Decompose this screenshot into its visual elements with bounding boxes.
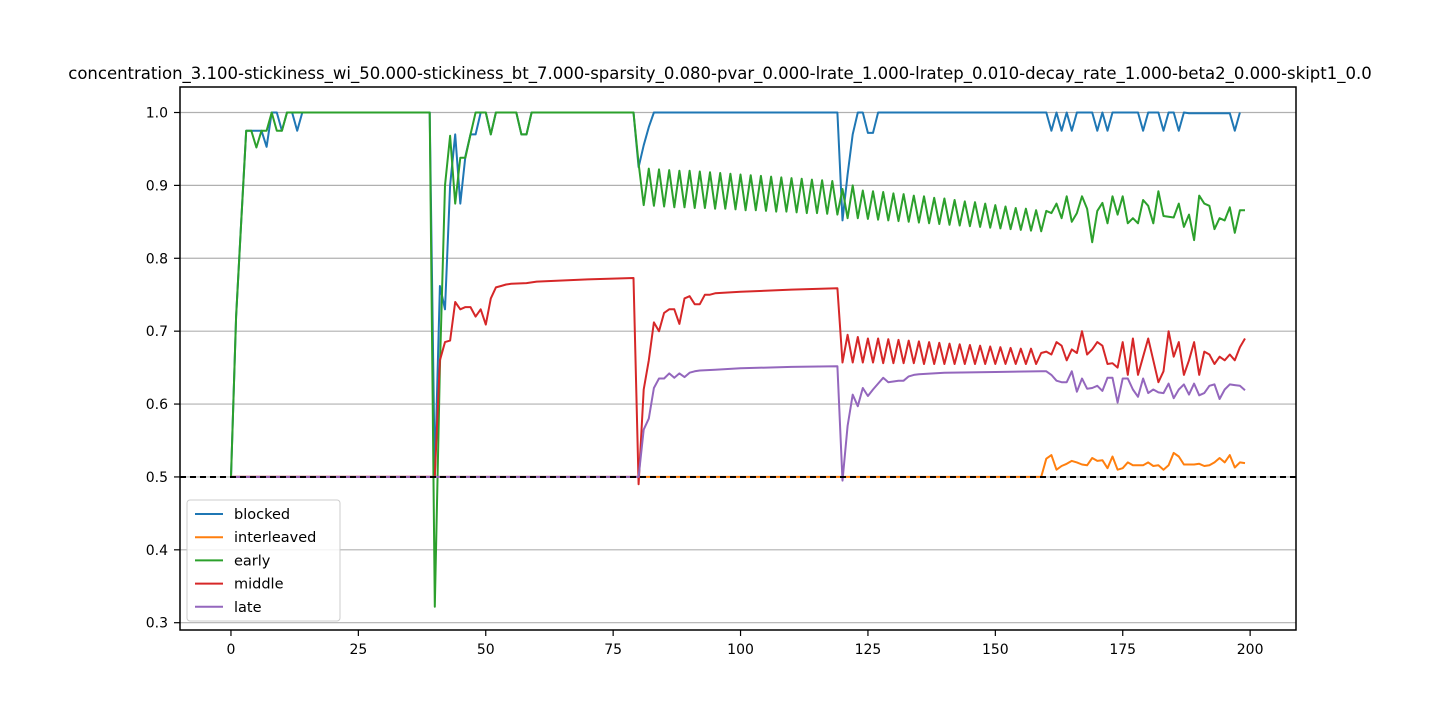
- y-tick-label: 0.4: [146, 543, 168, 559]
- y-tick-label: 1.0: [146, 106, 168, 122]
- y-tick-label: 0.3: [146, 616, 168, 632]
- series-lines: [230, 111, 1246, 608]
- legend-label-late: late: [234, 600, 262, 616]
- x-tick-label: 175: [1109, 642, 1136, 658]
- legend: blocked interleaved early middle late: [186, 499, 341, 622]
- series-line-late: [231, 365, 1246, 482]
- x-tick-label: 75: [604, 642, 622, 658]
- plot-frame: [179, 86, 1297, 631]
- series-line-early: [230, 111, 1245, 608]
- chart-title: concentration_3.100-stickiness_wi_50.000…: [68, 64, 1372, 83]
- y-tick-label: 0.7: [146, 324, 168, 340]
- legend-label-middle: middle: [234, 577, 284, 593]
- x-tick-label: 150: [982, 642, 1009, 658]
- series-line-middle: [231, 277, 1246, 486]
- y-tick-label: 0.9: [146, 178, 168, 194]
- legend-label-interleaved: interleaved: [234, 530, 316, 546]
- y-tick-label: 0.8: [146, 251, 168, 267]
- series-line-blocked: [230, 111, 1241, 478]
- x-tick-label: 50: [477, 642, 495, 658]
- x-tick-label: 0: [226, 642, 235, 658]
- series-line-interleaved: [231, 451, 1246, 478]
- x-axis-ticks: 0 25 50 75 100 125 150 175 200: [226, 630, 1264, 658]
- x-tick-label: 100: [727, 642, 754, 658]
- x-tick-label: 25: [349, 642, 367, 658]
- legend-box: [186, 499, 341, 622]
- x-tick-label: 200: [1237, 642, 1264, 658]
- legend-label-blocked: blocked: [234, 507, 290, 523]
- y-axis-ticks: 0.3 0.4 0.5 0.6 0.7 0.8 0.9 1.0: [146, 106, 180, 632]
- legend-label-early: early: [234, 553, 271, 569]
- x-tick-label: 125: [855, 642, 882, 658]
- y-tick-label: 0.5: [146, 470, 168, 486]
- y-tick-label: 0.6: [146, 397, 168, 413]
